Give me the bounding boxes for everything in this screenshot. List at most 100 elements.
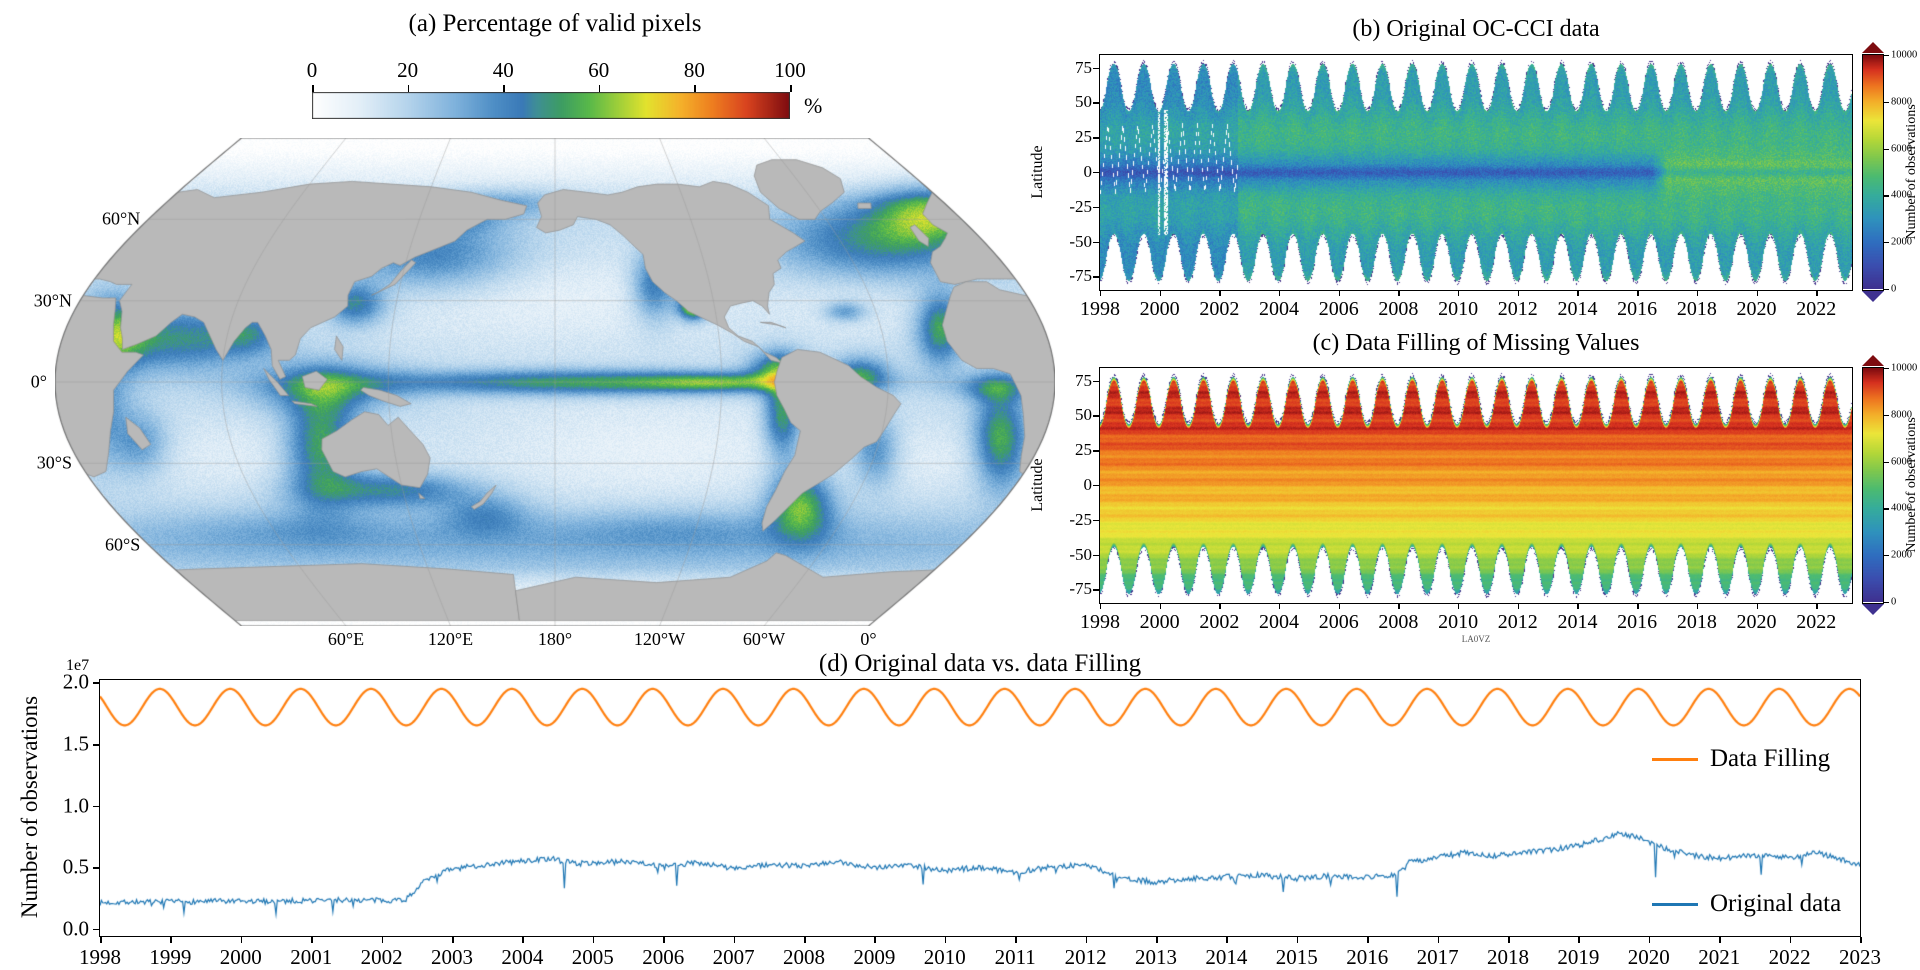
panel-c-cbar-tick-mark: [1884, 602, 1889, 604]
panel-d-x-tick-mark: [522, 937, 524, 943]
panel-b-cbar-tick-mark: [1884, 289, 1889, 291]
panel-c-x-tick-mark: [1159, 603, 1162, 609]
panel-c-y-tick-label: 50: [1075, 405, 1092, 425]
panel-d-x-tick-label: 2006: [642, 945, 685, 969]
panel-b-y-tick-mark: [1093, 102, 1099, 104]
panel-b-x-tick-mark: [1279, 290, 1281, 296]
panel-c-title: (c) Data Filling of Missing Values: [1312, 330, 1640, 356]
panel-b-x-tick-mark: [1517, 290, 1520, 296]
panel-b-x-tick-mark: [1458, 290, 1460, 296]
panel-b-cbar-tick-label: 10000: [1891, 49, 1918, 61]
panel-d-x-tick-mark: [1437, 937, 1440, 943]
panel-d-y-tick-mark: [93, 744, 99, 746]
panel-b-y-axis-label: Latitude: [1029, 145, 1046, 199]
panel-b-cbar-tick-mark: [1884, 55, 1889, 57]
panel-b-x-tick-mark: [1637, 290, 1639, 296]
panel-d-y-tick-mark: [93, 867, 99, 869]
panel-c-x-tick-mark: [1398, 603, 1400, 609]
panel-c-x-tick-label: 2014: [1557, 611, 1598, 633]
panel-c-x-tick-mark: [1219, 603, 1221, 609]
panel-c-y-tick-mark: [1093, 450, 1099, 452]
panel-c-y-tick-label: -25: [1069, 509, 1092, 529]
panel-c-x-tick-mark: [1458, 603, 1460, 609]
panel-d-y-axis-label: Number of observations: [17, 695, 42, 919]
panel-c-y-tick-mark: [1093, 519, 1099, 522]
panel-c-colorbar-extend-top-icon: [1862, 355, 1884, 366]
panel-c-cbar-tick-mark: [1884, 461, 1889, 463]
panel-d-x-tick-mark: [1085, 937, 1088, 943]
panel-d-x-tick-mark: [1015, 937, 1017, 943]
panel-b-x-tick-mark: [1100, 290, 1102, 296]
panel-c-x-tick-label: 1998: [1080, 611, 1120, 633]
panel-c-hovmoller: [1100, 368, 1852, 602]
panel-b-x-tick-label: 2012: [1497, 298, 1538, 320]
panel-d-x-tick-mark: [240, 937, 243, 943]
panel-b-y-tick-label: -75: [1069, 266, 1092, 286]
panel-b-colorbar-gradient: [1863, 55, 1883, 289]
panel-d-x-tick-mark: [592, 937, 595, 943]
panel-d-x-tick-label: 1999: [149, 945, 192, 969]
panel-c-y-tick-label: -75: [1069, 579, 1092, 599]
panel-c-cbar-tick-label: 2000: [1891, 549, 1912, 561]
panel-c-y-axis-label: Latitude: [1029, 458, 1046, 512]
panel-d-x-tick-label: 2002: [360, 945, 403, 969]
panel-b-x-tick-mark: [1398, 290, 1400, 296]
panel-d-y-tick-label: 1.0: [62, 793, 89, 818]
panel-d-plot-frame: [99, 679, 1861, 937]
panel-c-x-tick-mark: [1577, 603, 1579, 609]
panel-b-cbar-tick-mark: [1884, 101, 1889, 103]
panel-c-y-tick-mark: [1093, 589, 1099, 591]
panel-c-cbar-tick-mark: [1884, 508, 1889, 510]
colorbar-a-tick-label: 80: [683, 58, 705, 82]
panel-c-y-tick-mark: [1093, 415, 1099, 417]
legend-line-data-filling-icon: [1652, 757, 1698, 761]
panel-d-y-tick-mark: [93, 928, 99, 931]
panel-c-x-tick-mark: [1279, 603, 1281, 609]
map-lon-label: 60°E: [327, 629, 365, 649]
panel-c-plot-frame: [1099, 367, 1853, 604]
panel-b-y-tick-mark: [1093, 67, 1099, 69]
panel-d-x-tick-mark: [1648, 937, 1651, 943]
panel-d-x-tick-mark: [381, 937, 384, 943]
legend-label-data-filling: Data Filling: [1710, 745, 1831, 772]
panel-b-cbar-tick-label: 6000: [1891, 143, 1912, 155]
panel-d-x-tick-mark: [100, 937, 102, 943]
legend-line-original-data-icon: [1652, 902, 1698, 906]
panel-b-x-tick-label: 2016: [1617, 298, 1658, 320]
panel-a-title: (a) Percentage of valid pixels: [408, 10, 702, 37]
panel-d-y-tick-label: 1.5: [62, 731, 89, 756]
colorbar-a-unit-label: %: [804, 93, 823, 118]
panel-b-x-tick-label: 2004: [1259, 298, 1300, 320]
panel-d-x-tick-label: 2010: [923, 945, 966, 969]
panel-b-plot-frame: [1099, 54, 1853, 291]
panel-d-x-tick-mark: [1578, 937, 1580, 943]
panel-c-colorbar-extend-bottom-icon: [1862, 604, 1884, 615]
colorbar-a-tick-mark: [694, 85, 696, 92]
panel-b-hovmoller: [1100, 55, 1852, 289]
panel-c-x-tick-mark: [1100, 603, 1102, 609]
panel-b-colorbar-extend-top-icon: [1862, 42, 1884, 53]
panel-d-y-tick-label: 0.0: [62, 916, 89, 941]
panel-b-y-tick-label: 0: [1083, 162, 1093, 181]
panel-b-x-tick-label: 2006: [1318, 298, 1359, 320]
colorbar-a-tick-mark: [312, 85, 314, 92]
panel-d-y-tick-label: 2.0: [62, 669, 89, 694]
panel-d-y-tick-mark: [93, 682, 99, 684]
panel-c-cbar-tick-mark: [1884, 368, 1889, 370]
panel-b-y-tick-mark: [1093, 172, 1099, 174]
panel-b-cbar-tick-label: 8000: [1891, 96, 1912, 108]
panel-b-colorbar-extend-bottom-icon: [1862, 291, 1884, 302]
panel-d-x-tick-label: 2001: [290, 945, 333, 969]
panel-d-x-tick-mark: [1226, 937, 1228, 943]
panel-d-x-tick-label: 2023: [1839, 945, 1881, 969]
panel-d-y-tick-label: 0.5: [62, 854, 89, 879]
panel-d-x-tick-mark: [311, 937, 313, 943]
panel-d-y-tick-mark: [93, 805, 99, 808]
panel-d-x-tick-mark: [804, 937, 806, 943]
panel-d-x-tick-label: 2009: [853, 945, 896, 969]
panel-d-x-tick-label: 2021: [1698, 945, 1741, 969]
colorbar-a-tick-label: 20: [397, 58, 419, 82]
panel-c-tiny-footnote: LA0VZ: [1461, 634, 1491, 644]
panel-c-colorbar-label: Number of observations: [1904, 417, 1919, 553]
panel-b-y-tick-mark: [1093, 206, 1099, 209]
